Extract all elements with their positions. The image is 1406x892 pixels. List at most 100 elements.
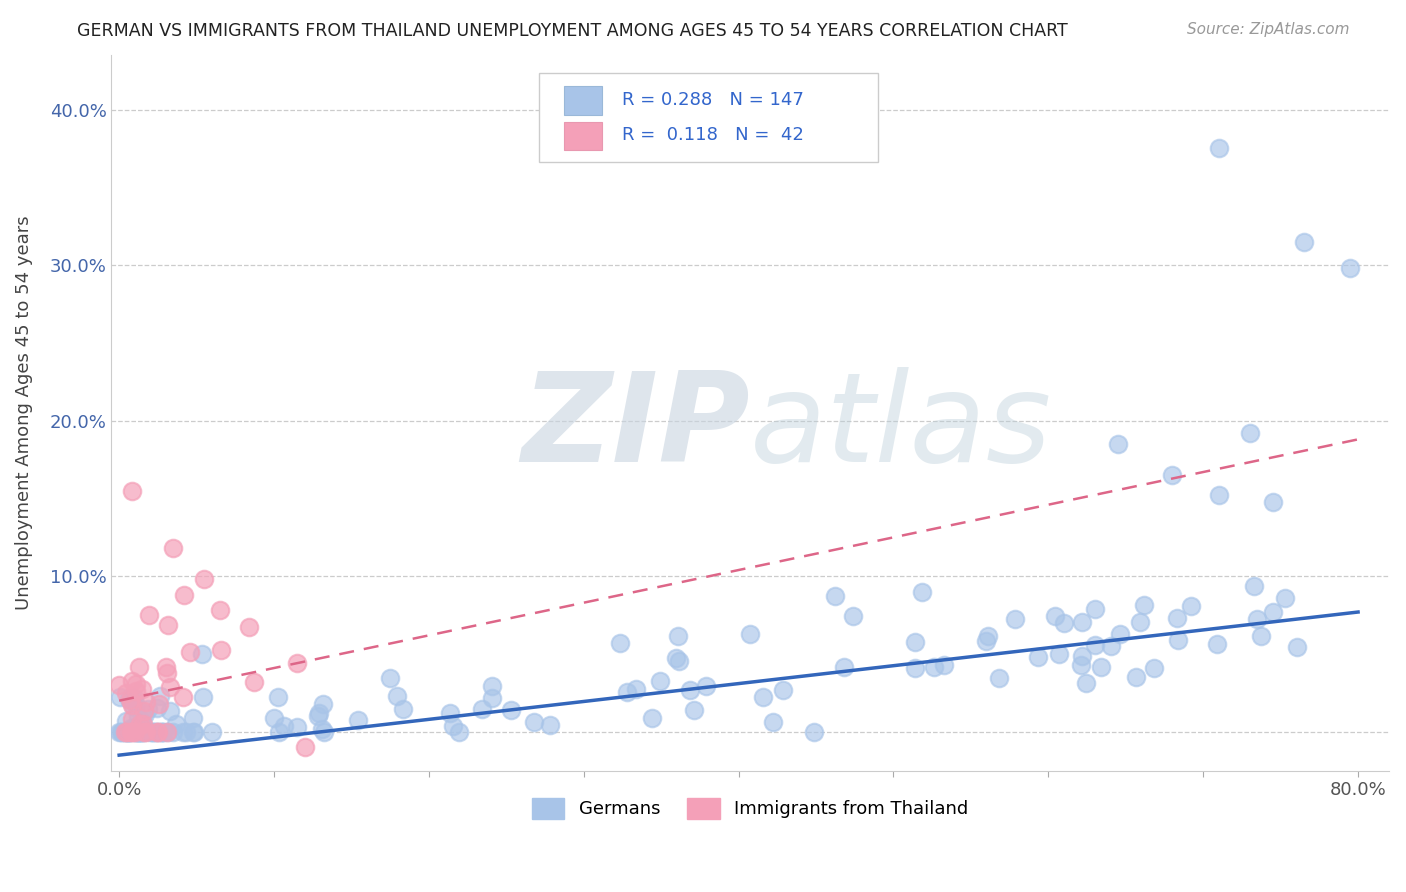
Point: [641, 711, 664, 725]
Point: [682, 703, 704, 717]
Point: [174, 724, 197, 739]
Point: [1263, 605, 1285, 619]
Point: [172, 690, 194, 704]
Point: [616, 684, 638, 698]
Point: [832, 659, 855, 673]
Point: [441, 719, 464, 733]
Point: [1053, 616, 1076, 631]
Text: R = 0.288   N = 147: R = 0.288 N = 147: [623, 91, 804, 109]
Point: [162, 724, 184, 739]
Text: Source: ZipAtlas.com: Source: ZipAtlas.com: [1187, 22, 1350, 37]
Point: [129, 724, 152, 739]
Point: [803, 724, 825, 739]
Point: [1074, 676, 1097, 690]
Point: [121, 674, 143, 689]
Point: [122, 724, 145, 739]
Point: [108, 678, 131, 692]
Point: [115, 714, 138, 728]
Point: [181, 711, 204, 725]
Point: [208, 603, 231, 617]
Point: [125, 677, 148, 691]
Point: [125, 724, 148, 739]
FancyBboxPatch shape: [564, 121, 602, 151]
Point: [499, 702, 522, 716]
Point: [263, 711, 285, 725]
Y-axis label: Unemployment Among Ages 45 to 54 years: Unemployment Among Ages 45 to 54 years: [15, 216, 32, 610]
Point: [118, 724, 141, 739]
Point: [125, 721, 148, 735]
Point: [1206, 636, 1229, 650]
Point: [1090, 660, 1112, 674]
Point: [125, 684, 148, 698]
Point: [1047, 647, 1070, 661]
Point: [1107, 437, 1129, 451]
Point: [609, 636, 631, 650]
Point: [121, 724, 143, 739]
Point: [1274, 591, 1296, 605]
Point: [1180, 599, 1202, 613]
Point: [159, 680, 181, 694]
Point: [1099, 639, 1122, 653]
Point: [1143, 661, 1166, 675]
Point: [159, 704, 181, 718]
Point: [146, 700, 169, 714]
Point: [1043, 609, 1066, 624]
Point: [145, 724, 167, 739]
Point: [481, 690, 503, 705]
Point: [135, 724, 157, 739]
Point: [121, 483, 143, 498]
Point: [471, 702, 494, 716]
Point: [1108, 627, 1130, 641]
Point: [904, 661, 927, 675]
Point: [668, 654, 690, 668]
Point: [114, 724, 136, 739]
Point: [129, 717, 152, 731]
Point: [128, 659, 150, 673]
Point: [1286, 640, 1309, 654]
Point: [987, 671, 1010, 685]
Point: [679, 683, 702, 698]
Point: [121, 713, 143, 727]
Point: [128, 724, 150, 739]
Point: [132, 717, 155, 731]
Point: [128, 724, 150, 739]
Point: [740, 627, 762, 641]
Point: [1004, 612, 1026, 626]
Point: [127, 724, 149, 739]
Point: [118, 691, 141, 706]
Point: [156, 724, 179, 739]
Point: [156, 666, 179, 681]
Point: [146, 724, 169, 739]
Point: [157, 724, 180, 739]
Point: [974, 633, 997, 648]
Point: [1070, 658, 1092, 673]
Point: [127, 708, 149, 723]
Point: [124, 698, 146, 713]
Point: [135, 695, 157, 709]
Point: [142, 724, 165, 739]
Point: [439, 706, 461, 720]
Point: [1292, 235, 1315, 249]
Point: [378, 671, 401, 685]
Point: [523, 715, 546, 730]
Text: GERMAN VS IMMIGRANTS FROM THAILAND UNEMPLOYMENT AMONG AGES 45 TO 54 YEARS CORREL: GERMAN VS IMMIGRANTS FROM THAILAND UNEMP…: [77, 22, 1069, 40]
Point: [148, 724, 170, 739]
Point: [148, 698, 170, 712]
Point: [650, 673, 672, 688]
Point: [148, 724, 170, 739]
Point: [183, 724, 205, 739]
Point: [127, 724, 149, 739]
Point: [540, 718, 562, 732]
Point: [1070, 648, 1092, 663]
Point: [132, 704, 155, 718]
Point: [211, 643, 233, 657]
Point: [904, 635, 927, 649]
Point: [1250, 629, 1272, 643]
Point: [115, 686, 138, 700]
Point: [824, 590, 846, 604]
Point: [294, 740, 316, 755]
Point: [312, 697, 335, 711]
Point: [1246, 612, 1268, 626]
Point: [1208, 141, 1230, 155]
Point: [112, 724, 135, 739]
